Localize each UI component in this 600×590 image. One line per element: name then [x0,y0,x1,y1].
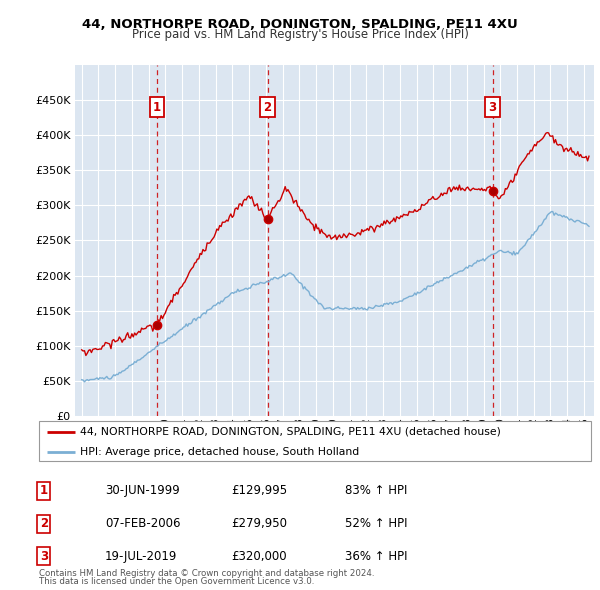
Text: This data is licensed under the Open Government Licence v3.0.: This data is licensed under the Open Gov… [39,578,314,586]
Text: 07-FEB-2006: 07-FEB-2006 [105,517,181,530]
FancyBboxPatch shape [39,421,591,461]
Text: 44, NORTHORPE ROAD, DONINGTON, SPALDING, PE11 4XU (detached house): 44, NORTHORPE ROAD, DONINGTON, SPALDING,… [80,427,501,437]
Text: 3: 3 [488,100,497,113]
Text: Price paid vs. HM Land Registry's House Price Index (HPI): Price paid vs. HM Land Registry's House … [131,28,469,41]
Text: 1: 1 [153,100,161,113]
Text: 2: 2 [263,100,272,113]
Text: 30-JUN-1999: 30-JUN-1999 [105,484,180,497]
Text: 83% ↑ HPI: 83% ↑ HPI [345,484,407,497]
Text: HPI: Average price, detached house, South Holland: HPI: Average price, detached house, Sout… [80,447,359,457]
Text: £279,950: £279,950 [231,517,287,530]
Text: 2: 2 [40,517,48,530]
Text: £129,995: £129,995 [231,484,287,497]
Text: £320,000: £320,000 [231,550,287,563]
Text: 1: 1 [40,484,48,497]
Text: 44, NORTHORPE ROAD, DONINGTON, SPALDING, PE11 4XU: 44, NORTHORPE ROAD, DONINGTON, SPALDING,… [82,18,518,31]
Text: 52% ↑ HPI: 52% ↑ HPI [345,517,407,530]
Text: Contains HM Land Registry data © Crown copyright and database right 2024.: Contains HM Land Registry data © Crown c… [39,569,374,578]
Text: 36% ↑ HPI: 36% ↑ HPI [345,550,407,563]
Text: 3: 3 [40,550,48,563]
Text: 19-JUL-2019: 19-JUL-2019 [105,550,178,563]
